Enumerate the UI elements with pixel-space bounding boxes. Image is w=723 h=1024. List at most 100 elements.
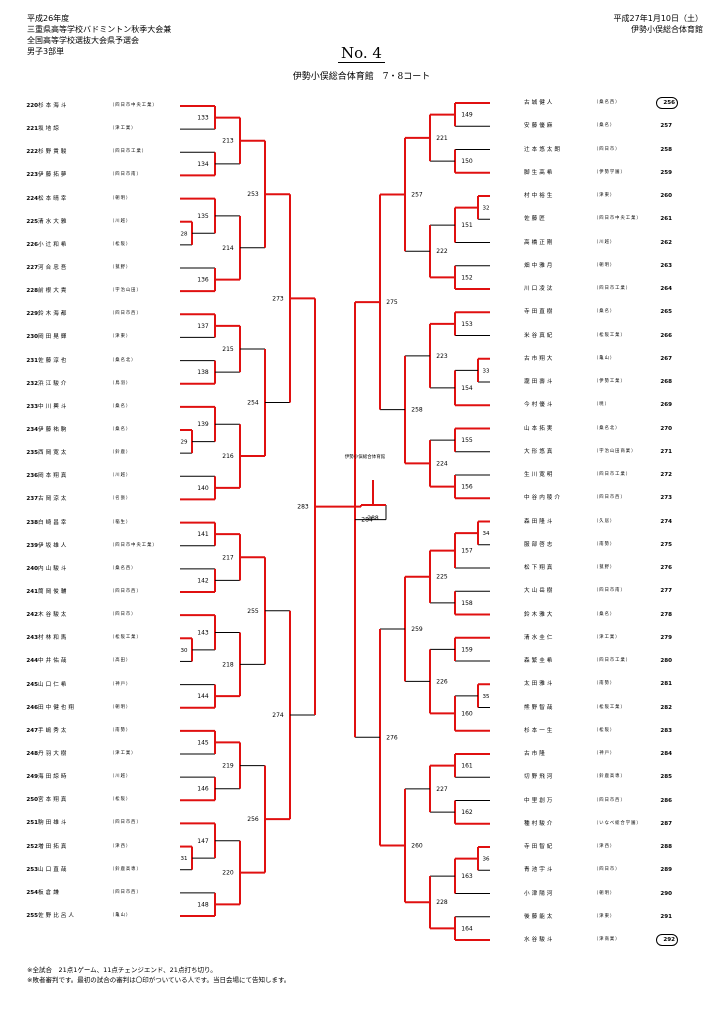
match-number: 213 (222, 138, 234, 145)
player-school: （四日市工業） (594, 286, 632, 291)
match-number: 152 (461, 274, 473, 281)
player-name: 山口仁希 (38, 681, 69, 688)
player-number: 240 (26, 565, 38, 572)
player-number: 282 (660, 704, 672, 711)
player-school: （朝明） (110, 195, 132, 201)
player-school: （松阪） (594, 727, 616, 733)
player-school: （四日市西） (594, 797, 626, 803)
player-school: （神戸） (110, 681, 132, 687)
player-name: 大山岳樹 (524, 588, 555, 595)
player-number: 235 (26, 450, 38, 457)
player-number: 261 (660, 216, 672, 223)
player-number: 258 (660, 146, 672, 153)
player-name: 村中裕生 (524, 193, 555, 199)
player-entry: 234 伊藤祐駒 （桑名） (22, 425, 172, 435)
player-number: 259 (660, 169, 672, 176)
player-entry: 223 伊藤拓夢 （四日市南） (22, 170, 172, 180)
player-name: 小辻和希 (38, 241, 69, 248)
player-number: 267 (660, 355, 672, 362)
player-number: 260 (660, 193, 672, 199)
player-school: （津西） (110, 843, 132, 849)
match-number: 147 (197, 838, 209, 845)
player-school: （名張） (110, 496, 132, 502)
match-number: 226 (436, 678, 448, 685)
match-number: 141 (197, 531, 209, 538)
player-name: 前根大貴 (38, 288, 69, 295)
player-name: 海田諒時 (38, 774, 69, 781)
player-entry: 244 中井佑哉 （高田） (22, 656, 172, 666)
player-name: 杉野貴駿 (38, 149, 69, 156)
player-number: 251 (26, 820, 38, 827)
player-entry: 大山岳樹 （四日市南） 277 (524, 586, 672, 596)
player-school: （津東） (594, 913, 616, 919)
player-school: （伊勢工業） (594, 379, 626, 384)
player-number: 232 (26, 380, 38, 387)
player-school: （鈴鹿） (110, 450, 132, 456)
player-school: （菰野） (594, 565, 616, 570)
player-number: 283 (660, 727, 672, 734)
player-entry: 寺田直樹 （桑名） 265 (524, 307, 672, 317)
player-name: 白崎昌幸 (38, 519, 69, 526)
player-entry: 254 板倉謙 （四日市西） (22, 888, 172, 898)
player-school: （津東） (594, 193, 616, 198)
player-school: （津工業） (594, 634, 621, 640)
match-number: 160 (461, 710, 473, 717)
player-school: （神戸） (594, 751, 616, 756)
match-number: 135 (197, 213, 209, 220)
match-number: 214 (222, 245, 234, 252)
player-number: 248 (26, 751, 38, 757)
player-entry: 太田雅斗 （南勢） 281 (524, 679, 672, 689)
player-name: 清水圭仁 (524, 634, 555, 641)
player-name: 内山駿斗 (38, 565, 69, 572)
player-entry: 239 伊坂雄人 （四日市中央工業） (22, 541, 172, 551)
match-number: 274 (272, 712, 284, 719)
player-name: 寺田智紀 (524, 844, 555, 850)
player-name: 米谷真紀 (524, 332, 555, 339)
player-number: 292 (656, 934, 678, 946)
player-name: 村林和馬 (38, 635, 69, 642)
player-name: 佐藤匠 (524, 216, 547, 223)
player-school: （菰野） (110, 265, 132, 270)
match-number: 217 (222, 554, 234, 561)
player-name: 山本拓実 (524, 425, 555, 432)
player-entry: 237 古岡涼太 （名張） (22, 494, 172, 504)
match-number: 148 (197, 901, 209, 908)
match-number: 224 (436, 460, 448, 467)
match-number: 222 (436, 248, 448, 255)
player-name: 水谷駿斗 (524, 937, 555, 943)
player-entry: 米谷真紀 （松阪工業） 266 (524, 331, 672, 341)
match-number: 156 (461, 484, 473, 491)
player-number: 265 (660, 309, 672, 316)
player-number: 225 (26, 218, 38, 225)
player-number: 284 (660, 751, 672, 757)
player-number: 220 (26, 103, 38, 109)
player-name: 伊藤拓夢 (38, 172, 69, 179)
match-number: 219 (222, 763, 234, 770)
match-number: 153 (461, 321, 473, 328)
player-number: 236 (26, 473, 38, 480)
player-entry: 辻本悠太朗 （四日市） 258 (524, 145, 672, 155)
match-number: 139 (197, 421, 209, 428)
player-number: 289 (660, 867, 672, 874)
player-number: 221 (26, 126, 38, 133)
player-number: 237 (26, 496, 38, 503)
match-number: 34 (483, 531, 490, 537)
player-number: 257 (660, 123, 672, 130)
player-entry: 山本拓実 （桑名北） 270 (524, 424, 672, 434)
player-school: （朝明） (110, 704, 132, 710)
match-number: 143 (197, 630, 209, 637)
player-name: 太田雅斗 (524, 681, 555, 688)
player-number: 291 (660, 913, 672, 920)
player-name: 駒田雄斗 (38, 820, 69, 827)
player-number: 278 (660, 611, 672, 618)
player-number: 249 (26, 774, 38, 781)
player-entry: 古市翔大 （亀山） 267 (524, 354, 672, 364)
match-number: 225 (436, 574, 448, 581)
player-number: 246 (26, 704, 38, 711)
player-name: 瀧田壽斗 (524, 379, 555, 385)
player-name: 河合忠吾 (38, 265, 69, 271)
player-school: （南勢） (110, 727, 132, 733)
player-number: 275 (660, 541, 672, 548)
player-entry: 243 村林和馬 （松阪工業） (22, 633, 172, 643)
player-entry: 大形悠真 （宇治山田商業） 271 (524, 447, 672, 457)
